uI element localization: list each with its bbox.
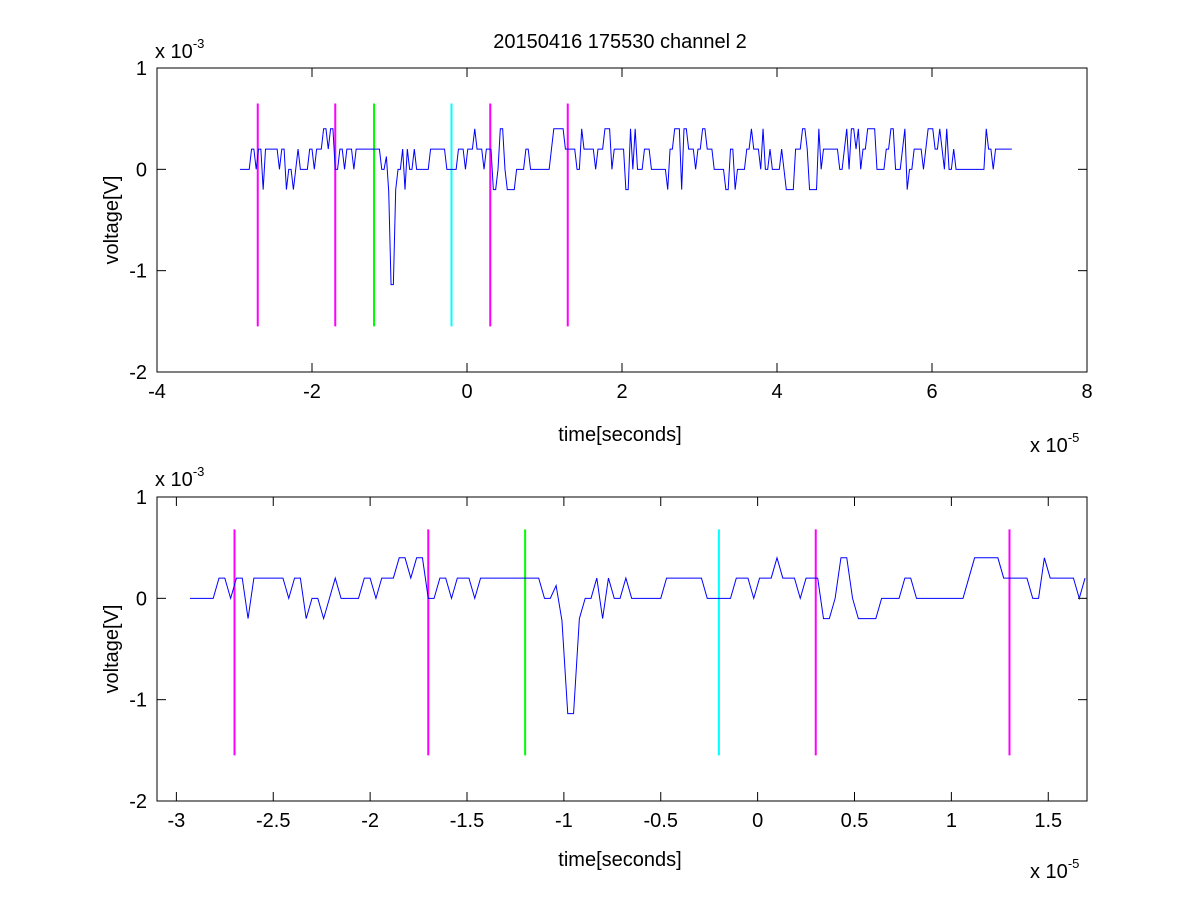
top-axes: -4 -2 0 2 4 6 8-2-101 time[seconds] voltage[V]… [101,36,1093,457]
x-tick-label: 6 [926,381,937,403]
top-xlabel: time[seconds] [558,424,681,446]
signal-trace [189,555,1086,715]
x-tick-label: 0.5 [841,810,869,832]
x-tick-label: 1.5 [1034,810,1062,832]
x-tick-label: 4 [771,381,782,403]
x-tick-label: 0 [461,381,472,403]
bottom-y-exponent: x 10-3 [155,464,204,491]
y-tick-label: 1 [136,487,147,509]
y-tick-label: -1 [129,261,147,283]
bottom-axes-box [156,496,1088,802]
x-tick-label: -3 [167,810,185,832]
x-tick-label: -0.5 [644,810,678,832]
top-x-exponent: x 10-5 [1030,430,1079,457]
bottom-x-exponent: x 10-5 [1030,856,1079,883]
x-tick-label: -2 [303,381,321,403]
y-tick-label: -2 [129,791,147,813]
bottom-plot-marks [189,529,1086,756]
signal-trace [239,128,1012,286]
bottom-xlabel: time[seconds] [558,849,681,871]
top-axis-ticks: -4 -2 0 2 4 6 8-2-101 [129,58,1092,403]
top-plot-marks [239,103,1012,327]
x-tick-label: -1 [555,810,573,832]
figure-title: 20150416 175530 channel 2 [493,31,747,53]
top-axes-box [156,67,1088,373]
bottom-axes: -3 -2.5 -2 -1.5 -1 -0.5 0 0.5 1 1.5 -2 -1 0 1 time[se… [101,464,1088,883]
y-tick-label: 0 [136,588,147,610]
bottom-axis-ticks: -3 -2.5 -2 -1.5 -1 -0.5 0 0.5 1 1.5 -2 -1 0 1 [129,487,1087,832]
x-tick-label: -1.5 [450,810,484,832]
y-tick-label: 0 [136,159,147,181]
bottom-ylabel: voltage[V] [101,605,123,694]
top-y-exponent: x 10-3 [155,36,204,63]
x-tick-label: 2 [616,381,627,403]
x-tick-label: 0 [752,810,763,832]
x-tick-label: -2 [361,810,379,832]
x-tick-label: 8 [1081,381,1092,403]
x-tick-label: -4 [148,381,166,403]
x-tick-label: -2.5 [256,810,290,832]
x-tick-label: 1 [946,810,957,832]
y-tick-label: 1 [136,58,147,80]
y-tick-label: -2 [129,362,147,384]
top-ylabel: voltage[V] [101,176,123,265]
y-tick-label: -1 [129,690,147,712]
